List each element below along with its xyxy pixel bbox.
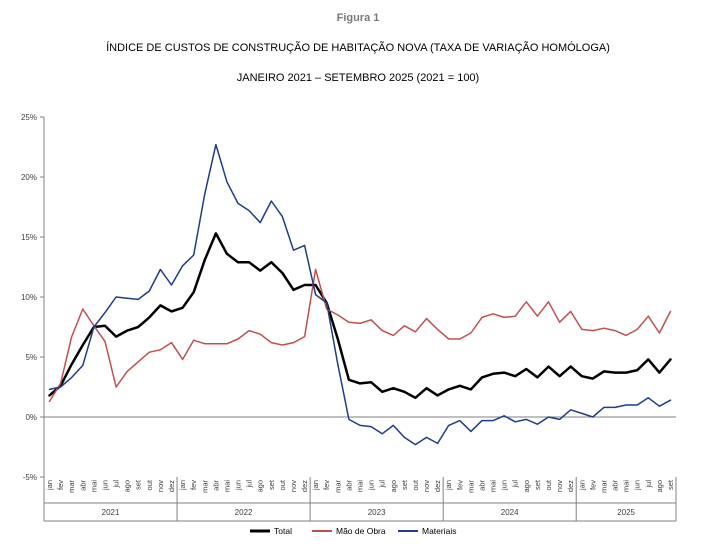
month-tick-label: jan [311,480,320,491]
month-tick-label: set [400,479,409,490]
month-tick-label: ago [389,480,398,493]
month-tick-label: fev [56,480,65,490]
month-tick-label: jan [577,480,586,491]
month-tick-label: jun [367,480,376,491]
legend-label: Materiais [422,526,456,536]
month-tick-label: set [134,479,143,490]
y-tick-label: 5% [25,353,37,362]
month-tick-label: mar [67,480,76,493]
y-tick-label: 10% [21,293,37,302]
month-tick-label: fev [322,480,331,490]
month-tick-label: abr [344,480,353,491]
month-tick-label: mai [356,480,365,492]
month-tick-label: abr [211,480,220,491]
month-tick-label: mar [466,480,475,493]
month-tick-label: jul [378,480,387,489]
chart-axes: 25%20%15%10%5%0%-5%jan fev mar abr mai jun jul… [21,113,677,522]
month-tick-label: mai [622,480,631,492]
month-tick-label: set [267,479,276,490]
month-tick-label: jul [644,480,653,489]
month-tick-label: jan [178,480,187,491]
y-tick-label: 15% [21,233,37,242]
month-tick-label: jan [45,480,54,491]
month-tick-label: ago [655,480,664,493]
chart-title: ÍNDICE DE CUSTOS DE CONSTRUÇÃO DE HABITA… [106,42,610,54]
chart-subtitle: JANEIRO 2021 – SETEMBRO 2025 (2021 = 100… [236,72,480,84]
month-tick-label: dez [167,480,176,492]
month-tick-label: abr [477,480,486,491]
month-tick-label: fev [455,480,464,490]
month-tick-label: nov [422,480,431,492]
month-tick-label: mai [222,480,231,492]
month-tick-label: jun [234,480,243,491]
series-line-m-o-de-obra [48,268,672,403]
month-tick-label: nov [555,480,564,492]
month-tick-label: jun [100,480,109,491]
y-tick-label: 0% [25,413,37,422]
month-tick-label: ago [522,480,531,493]
month-tick-label: mar [200,480,209,493]
legend-label: Mão de Obra [336,526,386,536]
year-label: 2024 [501,508,519,517]
month-tick-label: set [666,479,675,490]
month-tick-label: dez [300,480,309,492]
month-tick-label: mai [89,480,98,492]
month-tick-label: jun [633,480,642,491]
legend-label: Total [274,526,292,536]
month-tick-label: mar [599,480,608,493]
series-line-materiais [48,143,672,446]
y-tick-label: 20% [21,173,37,182]
month-tick-label: mar [333,480,342,493]
month-tick-label: set [533,479,542,490]
chart-legend: Total Mão de Obra Materiais [250,526,456,536]
month-tick-label: jan [444,480,453,491]
year-label: 2022 [235,508,253,517]
month-tick-label: out [278,479,287,490]
month-tick-label: out [544,479,553,490]
series-line-total [48,232,672,400]
chart-series [48,143,672,446]
month-tick-label: jul [112,480,121,489]
year-label: 2021 [102,508,120,517]
month-tick-label: dez [566,480,575,492]
month-tick-label: abr [78,480,87,491]
month-tick-label: ago [123,480,132,493]
month-tick-label: jul [511,480,520,489]
month-tick-label: mai [489,480,498,492]
month-tick-label: jun [500,480,509,491]
year-label: 2025 [617,508,635,517]
figure-label: Figura 1 [336,12,380,24]
month-tick-label: out [145,479,154,490]
month-tick-label: fev [189,480,198,490]
month-tick-label: fev [588,480,597,490]
year-label: 2023 [368,508,386,517]
y-tick-label: 25% [21,113,37,122]
month-tick-label: dez [433,480,442,492]
month-tick-label: out [411,479,420,490]
y-tick-label: -5% [23,473,37,482]
month-tick-label: ago [256,480,265,493]
month-tick-label: nov [289,480,298,492]
month-tick-label: jul [245,480,254,489]
month-tick-label: nov [156,480,165,492]
month-tick-label: abr [611,480,620,491]
